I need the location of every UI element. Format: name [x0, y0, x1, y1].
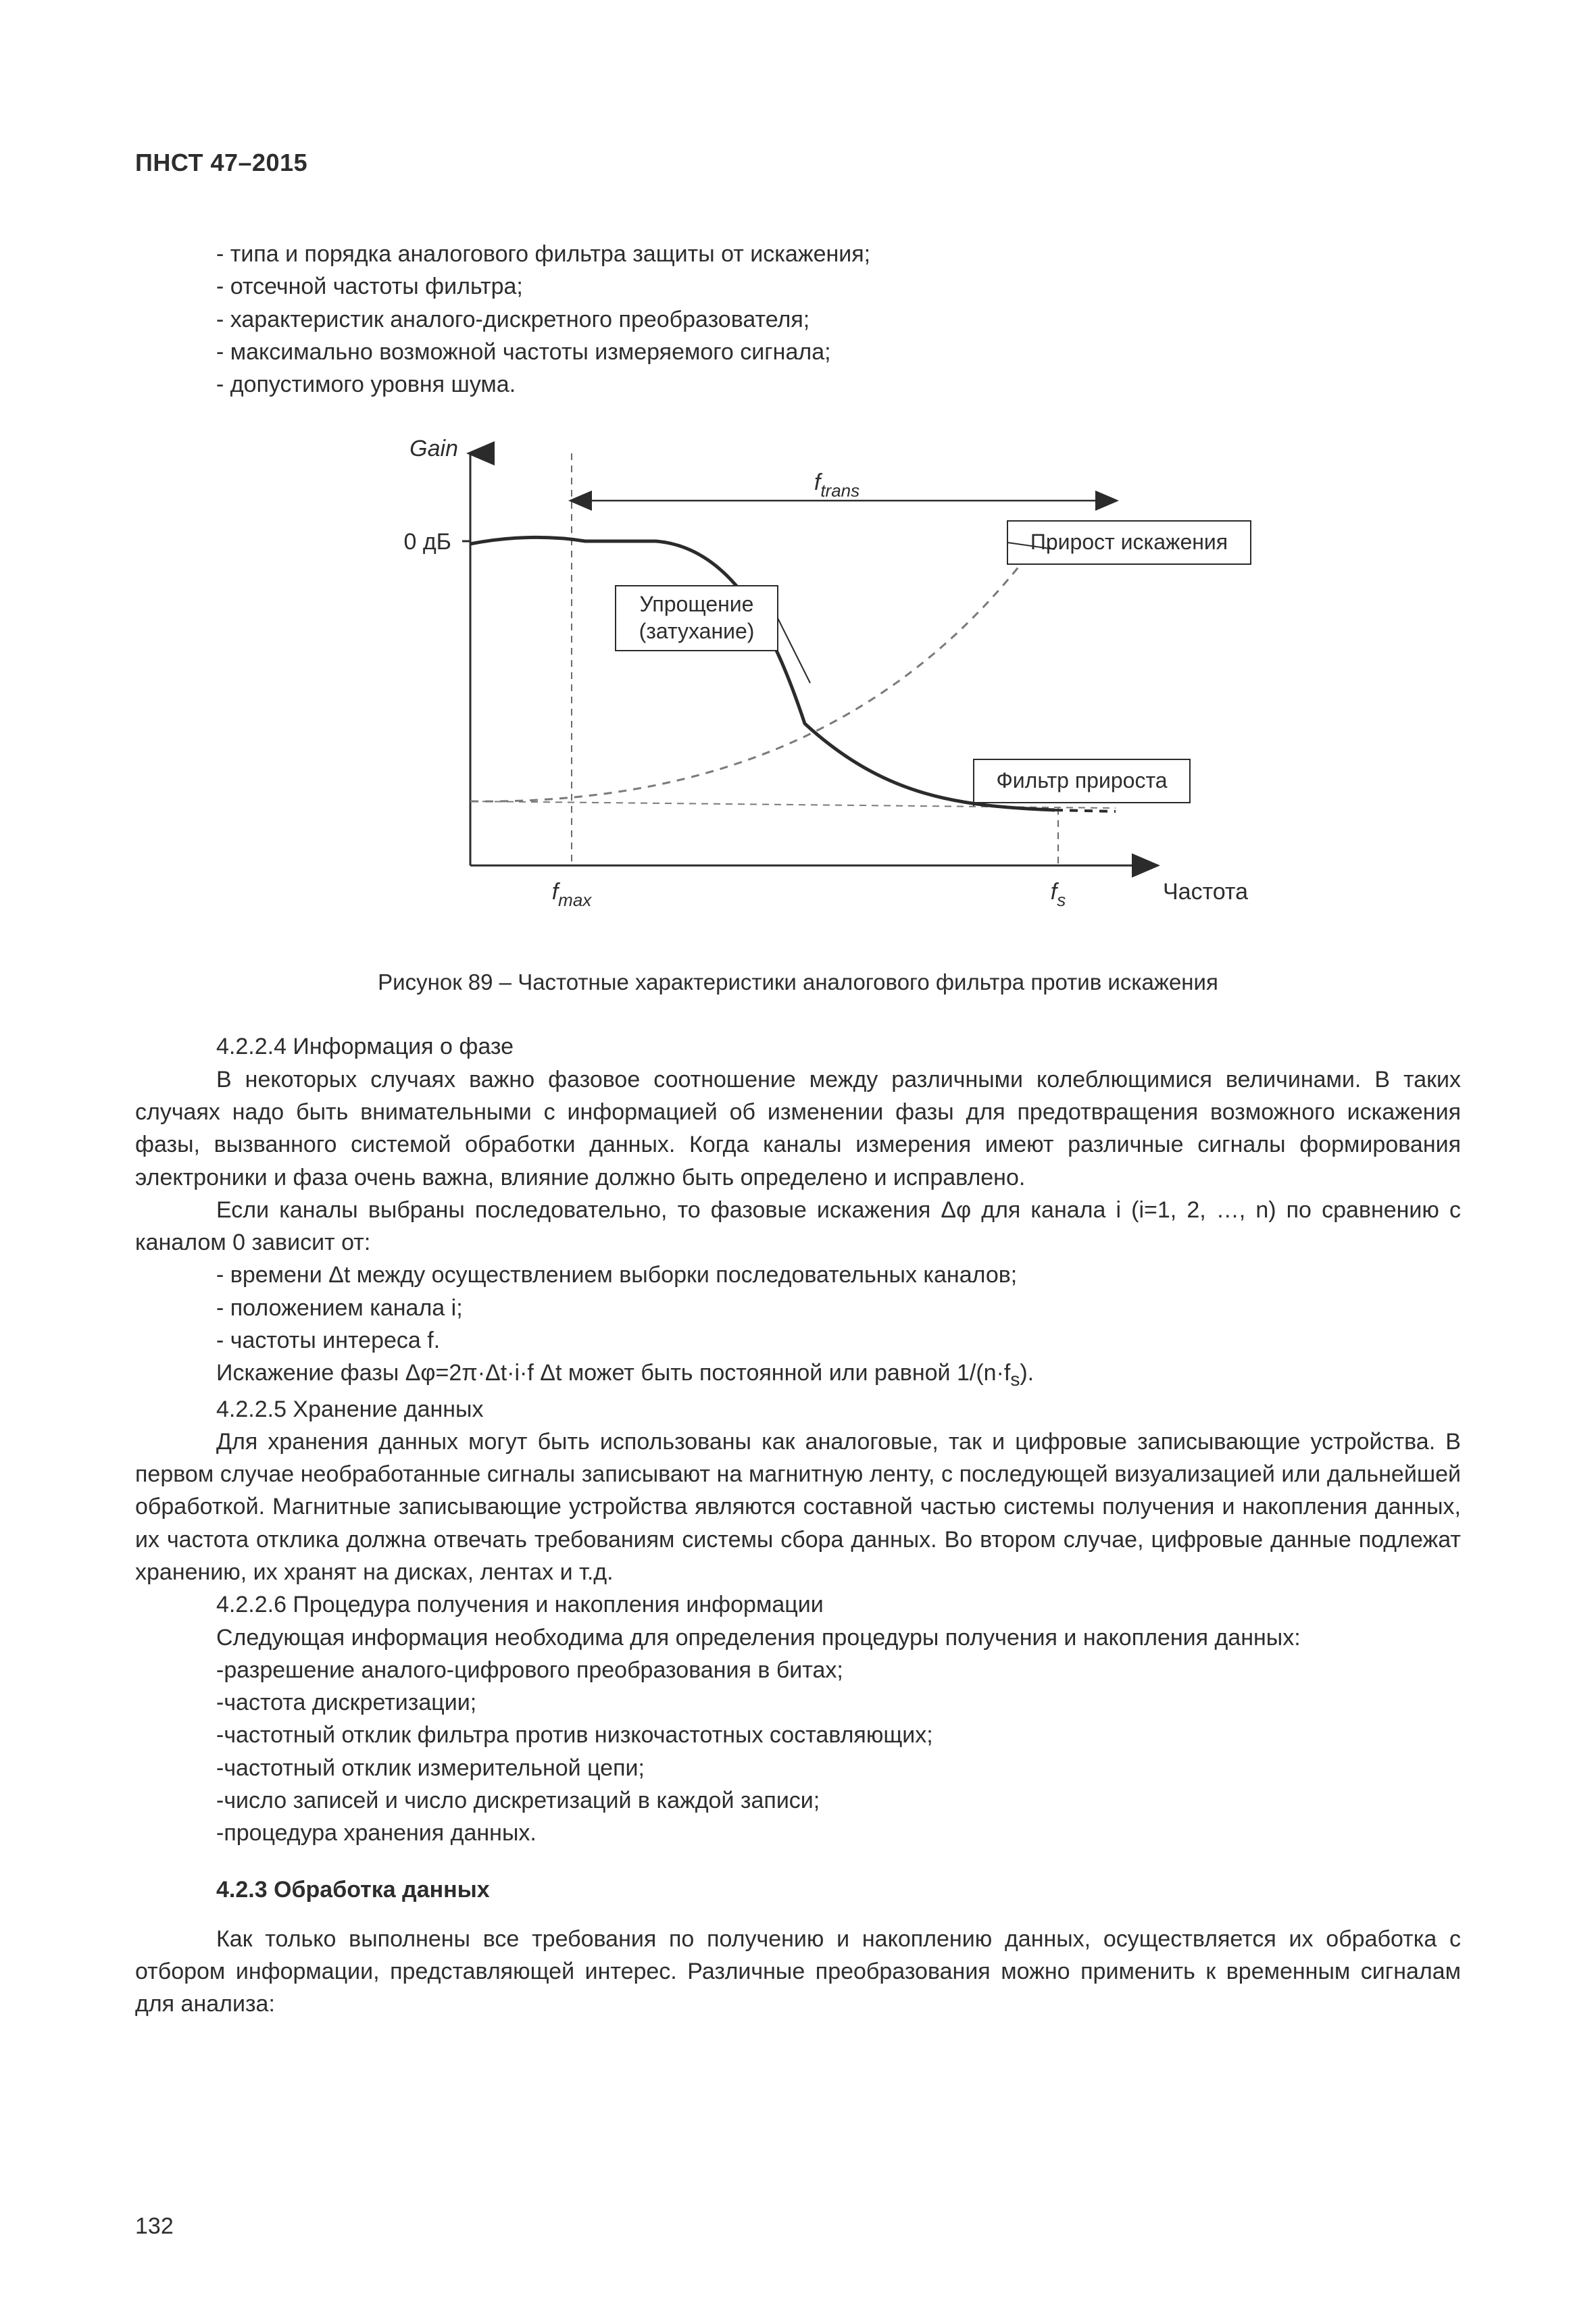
list-item: - типа и порядка аналогового фильтра защ…	[216, 238, 1461, 270]
svg-text:Фильтр прироста: Фильтр прироста	[996, 768, 1167, 793]
list-item: -разрешение аналого-цифрового преобразов…	[216, 1654, 1461, 1686]
section-4224-title: 4.2.2.4 Информация о фазе	[135, 1030, 1461, 1063]
paragraph: Как только выполнены все требования по п…	[135, 1923, 1461, 2021]
list-item: - характеристик аналого-дискретного прео…	[216, 303, 1461, 336]
svg-text:Прирост искажения: Прирост искажения	[1030, 530, 1228, 554]
list-item: - максимально возможной частоты измеряем…	[216, 336, 1461, 368]
doc-header: ПНСТ 47–2015	[135, 149, 1461, 177]
list-item: -процедура хранения данных.	[216, 1817, 1461, 1849]
page-number: 132	[135, 2213, 174, 2240]
body-text: - типа и порядка аналогового фильтра защ…	[135, 238, 1461, 2020]
paragraph: Если каналы выбраны последовательно, то …	[135, 1194, 1461, 1259]
list-item: -число записей и число дискретизаций в к…	[216, 1784, 1461, 1817]
svg-text:fmax: fmax	[552, 879, 593, 910]
paragraph: Искажение фазы Δφ=2π·Δt·i·f Δt может быт…	[135, 1357, 1461, 1393]
figure-caption: Рисунок 89 – Частотные характеристики ан…	[135, 967, 1461, 999]
list-item: - отсечной частоты фильтра;	[216, 270, 1461, 303]
paragraph: В некоторых случаях важно фазовое соотно…	[135, 1063, 1461, 1194]
text: Искажение фазы Δφ=2π·Δt·i·f Δt может быт…	[216, 1360, 1010, 1386]
svg-text:Частота: Частота	[1163, 879, 1248, 905]
section-423-heading: 4.2.3 Обработка данных	[135, 1873, 1461, 1906]
list-1: - типа и порядка аналогового фильтра защ…	[135, 238, 1461, 401]
svg-text:fs: fs	[1051, 879, 1066, 910]
section-4226-title: 4.2.2.6 Процедура получения и накопления…	[135, 1588, 1461, 1621]
svg-text:Gain: Gain	[409, 436, 458, 461]
svg-text:(затухание): (затухание)	[639, 619, 755, 643]
list-item: - частоты интереса f.	[216, 1324, 1461, 1357]
svg-text:0 дБ: 0 дБ	[403, 529, 451, 555]
subscript: s	[1010, 1369, 1020, 1390]
page: ПНСТ 47–2015 - типа и порядка аналоговог…	[0, 0, 1596, 2314]
svg-text:Упрощение: Упрощение	[640, 592, 754, 616]
list-item: - положением канала i;	[216, 1292, 1461, 1324]
list-item: - времени Δt между осуществлением выборк…	[216, 1259, 1461, 1291]
list-item: -частотный отклик фильтра против низкоча…	[216, 1719, 1461, 1751]
figure-89: Gain 0 дБ Частота ftrans fmax fs Прирост искаж…	[318, 433, 1278, 942]
paragraph: Следующая информация необходима для опре…	[135, 1621, 1461, 1654]
text: ).	[1020, 1360, 1034, 1386]
paragraph: Для хранения данных могут быть использов…	[135, 1426, 1461, 1588]
section-4225-title: 4.2.2.5 Хранение данных	[135, 1393, 1461, 1426]
list-4226: -разрешение аналого-цифрового преобразов…	[135, 1654, 1461, 1850]
list-item: -частотный отклик измерительной цепи;	[216, 1752, 1461, 1784]
filter-chart: Gain 0 дБ Частота ftrans fmax fs Прирост искаж…	[318, 433, 1278, 933]
list-item: -частота дискретизации;	[216, 1686, 1461, 1719]
list-4224: - времени Δt между осуществлением выборк…	[135, 1259, 1461, 1357]
list-item: - допустимого уровня шума.	[216, 368, 1461, 401]
svg-text:ftrans: ftrans	[814, 470, 859, 501]
